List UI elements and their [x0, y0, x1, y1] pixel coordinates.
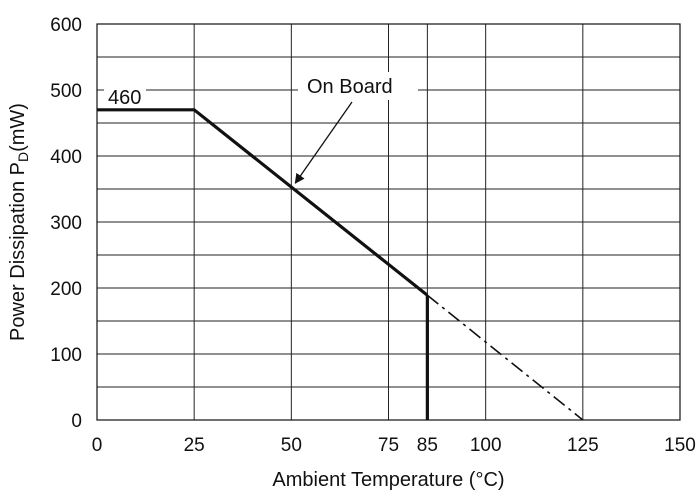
x-tick-label: 25: [184, 435, 205, 456]
y-tick-label: 500: [50, 81, 82, 102]
annotation-on-board-background: [298, 72, 418, 100]
y-tick-label: 200: [50, 279, 82, 300]
y-tick-label: 300: [50, 213, 82, 234]
x-tick-label: 50: [281, 435, 302, 456]
series-layer: [97, 108, 584, 421]
y-axis-title-unit: (mW): [7, 103, 29, 152]
y-tick-label: 0: [71, 411, 82, 432]
x-tick-label: 85: [417, 435, 438, 456]
x-tick-label: 0: [92, 435, 103, 456]
y-tick-label: 400: [50, 147, 82, 168]
x-tick-label: 125: [567, 435, 599, 456]
series-line-1: [97, 108, 429, 297]
series-line-3: [426, 294, 584, 421]
annotation-arrow: [294, 101, 353, 184]
x-tick-label: 150: [664, 435, 696, 456]
y-axis-title: Power Dissipation PD(mW): [7, 103, 31, 341]
plot-frame: [96, 23, 681, 421]
y-axis-title-subscript: D: [15, 152, 31, 162]
annotation-460-background: [104, 83, 146, 106]
x-tick-labels: 0 25 50 75 85 100 125 150: [92, 435, 696, 456]
annotation-on-board-label: On Board: [307, 76, 393, 98]
y-axis-title-main: Power Dissipation P: [7, 162, 29, 341]
annotation-460-label: 460: [108, 87, 141, 109]
y-tick-label: 100: [50, 345, 82, 366]
x-tick-label: 100: [470, 435, 502, 456]
x-tick-label: 75: [378, 435, 399, 456]
x-axis-title: Ambient Temperature (°C): [272, 469, 504, 491]
y-tick-labels: 0 100 200 300 400 500 600: [50, 15, 82, 432]
y-tick-label: 600: [50, 15, 82, 36]
grid-lines: [96, 23, 681, 421]
